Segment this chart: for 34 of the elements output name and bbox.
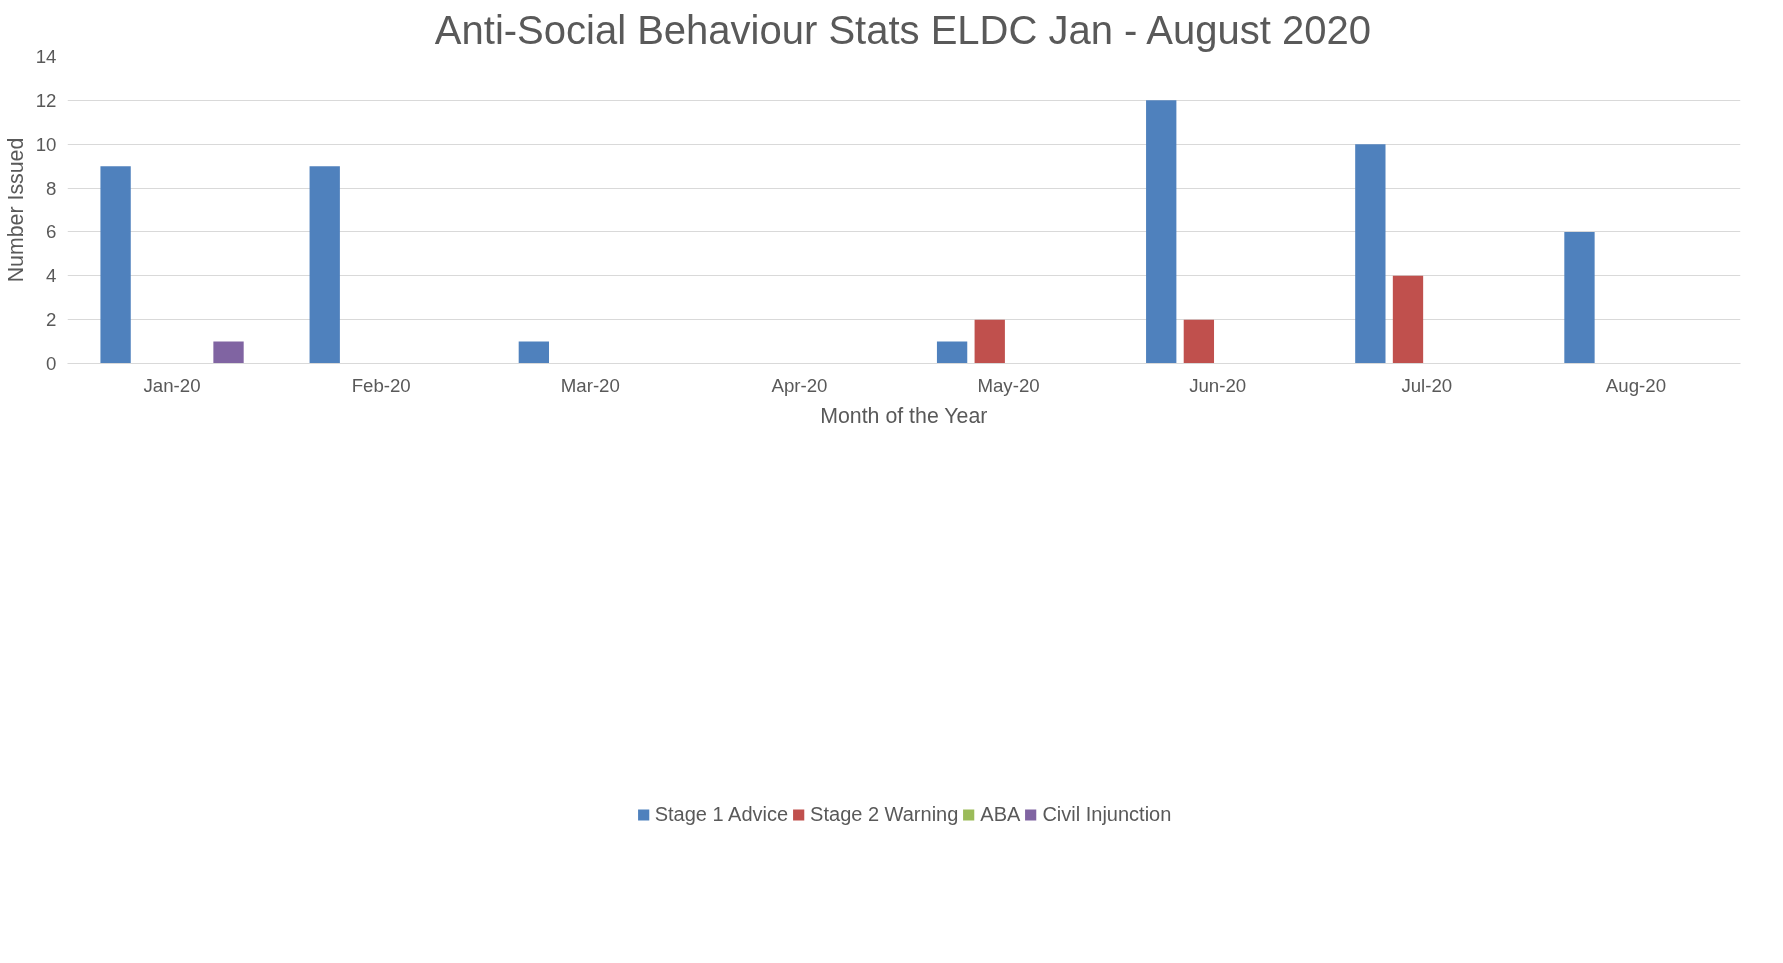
x-tick-label: Jan-20 (143, 374, 201, 396)
y-tick-label: 2 (46, 309, 57, 331)
y-tick-label: 14 (35, 46, 57, 67)
bar (1355, 144, 1386, 364)
y-tick-label: 8 (46, 177, 57, 199)
bar (309, 166, 340, 364)
y-tick-label: 0 (46, 353, 57, 374)
bar (213, 341, 244, 364)
x-tick-label: Mar-20 (560, 374, 620, 396)
chart-title: Anti-Social Behaviour Stats ELDC Jan - August 2020 (434, 7, 1371, 52)
bar (1392, 275, 1424, 364)
bar (1183, 319, 1215, 364)
legend-label: ABA (980, 802, 1021, 826)
bar (1564, 231, 1595, 364)
x-tick-label: Apr-20 (771, 374, 828, 396)
x-tick-label: May-20 (977, 374, 1040, 396)
legend-label: Stage 2 Warning (810, 802, 959, 826)
x-tick-label: Jul-20 (1401, 374, 1453, 396)
y-tick-label: 12 (35, 89, 57, 111)
legend-label: Stage 1 Advice (654, 802, 789, 826)
bar (1146, 100, 1177, 364)
y-tick-label: 4 (46, 265, 57, 287)
y-axis-title: Number Issued (3, 137, 28, 283)
bar (974, 319, 1005, 364)
y-tick-label: 10 (35, 133, 57, 155)
y-tick-label: 6 (46, 221, 57, 243)
bar (518, 341, 550, 364)
x-tick-label: Aug-20 (1605, 374, 1667, 396)
legend-label: Civil Injunction (1042, 802, 1172, 826)
x-tick-label: Jun-20 (1189, 374, 1247, 396)
x-tick-label: Feb-20 (351, 374, 411, 396)
x-axis-title: Month of the Year (820, 403, 988, 428)
bar (936, 341, 968, 364)
bar (100, 166, 131, 364)
